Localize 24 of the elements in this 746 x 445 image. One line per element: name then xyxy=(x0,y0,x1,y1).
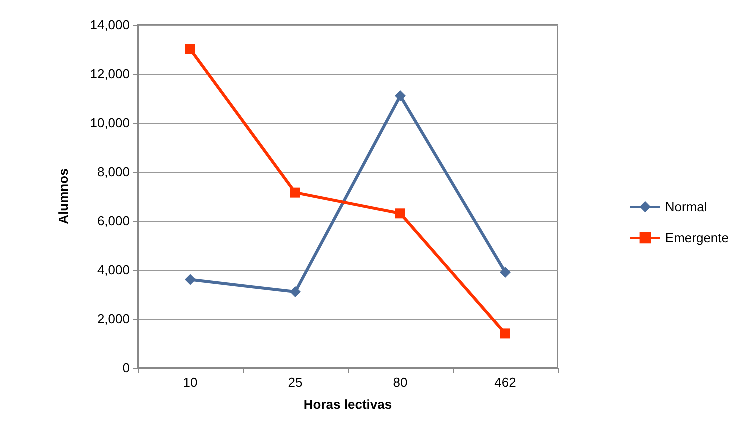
y-tick-label: 10,000 xyxy=(90,116,130,130)
y-tick-label: 0 xyxy=(122,360,130,376)
point xyxy=(500,266,511,278)
point xyxy=(185,274,196,286)
y-axis-title: Alumnos xyxy=(56,168,71,224)
y-tick-label: 12,000 xyxy=(90,66,130,82)
point xyxy=(500,328,510,339)
legend-label: Normal xyxy=(665,200,708,214)
x-axis-title: Horas lectivas xyxy=(304,397,392,412)
y-tick-label: 14,000 xyxy=(90,18,130,32)
legend-label: Emergente xyxy=(665,230,730,246)
y-tick-label: 2,000 xyxy=(97,312,130,326)
point xyxy=(395,90,406,102)
x-tick-label: 462 xyxy=(494,375,516,390)
y-tick-label: 8,000 xyxy=(97,164,130,180)
y-tick-label: 6,000 xyxy=(97,214,130,228)
x-tick-label: 80 xyxy=(393,375,408,390)
x-tick-label: 25 xyxy=(288,375,303,390)
x-tick-label: 10 xyxy=(183,375,198,390)
y-tick-label: 4,000 xyxy=(97,262,130,278)
point xyxy=(186,44,196,54)
point xyxy=(290,188,300,198)
point xyxy=(290,286,301,298)
point xyxy=(396,208,406,219)
